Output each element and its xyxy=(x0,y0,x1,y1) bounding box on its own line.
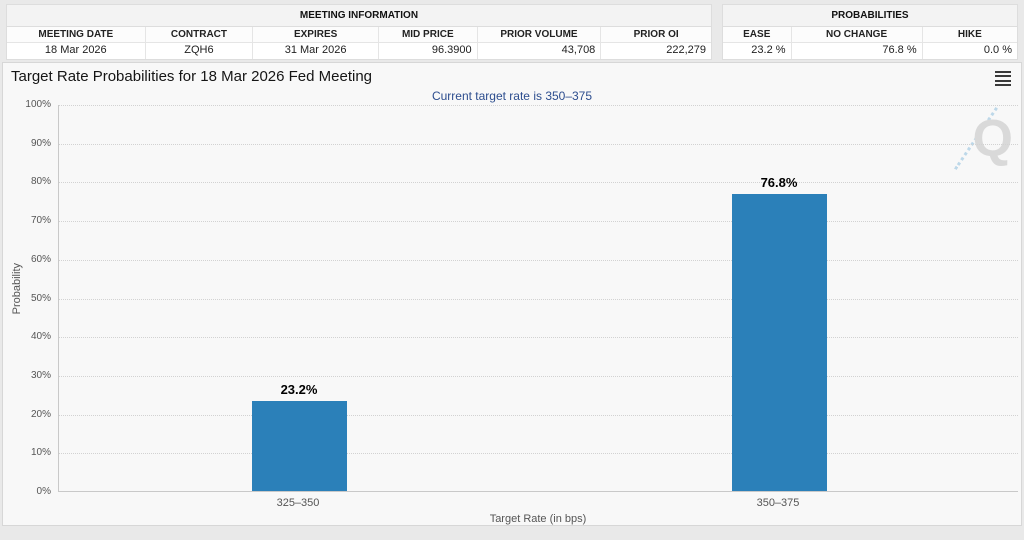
expires-value: 31 Mar 2026 xyxy=(252,43,378,59)
y-tick-label-40%: 40% xyxy=(30,331,51,343)
y-axis-title: Probability xyxy=(11,263,23,315)
col-header-prior-oi: PRIOR OI xyxy=(600,27,711,42)
meeting-info-value-row: 18 Mar 2026 ZQH6 31 Mar 2026 96.3900 43,… xyxy=(7,43,711,59)
y-tick-label-60%: 60% xyxy=(30,253,51,265)
probabilities-value-row: 23.2 % 76.8 % 0.0 % xyxy=(723,43,1017,59)
ease-value: 23.2 % xyxy=(751,44,786,56)
quikstrike-watermark: Q xyxy=(951,106,1015,171)
bar-325–350[interactable] xyxy=(251,401,347,491)
top-summary-area: MEETING INFORMATION MEETING DATE CONTRAC… xyxy=(0,0,1024,62)
bar-value-label-325–350: 23.2% xyxy=(280,382,318,398)
bar-350–375[interactable] xyxy=(731,193,827,491)
meeting-info-title: MEETING INFORMATION xyxy=(7,5,711,27)
y-tick-label-10%: 10% xyxy=(30,447,51,459)
gridline-80% xyxy=(59,182,1018,184)
meeting-info-header-row: MEETING DATE CONTRACT EXPIRES MID PRICE … xyxy=(7,27,711,43)
col-header-prior-volume: PRIOR VOLUME xyxy=(476,27,601,42)
category-label-350–375: 350–375 xyxy=(756,497,800,509)
gridline-20% xyxy=(59,414,1018,416)
col-header-hike: HIKE xyxy=(921,27,1017,42)
col-header-meeting-date: MEETING DATE xyxy=(38,29,114,40)
col-header-ease: EASE xyxy=(743,29,771,40)
gridline-100% xyxy=(59,105,1018,106)
col-header-no-change: NO CHANGE xyxy=(790,27,922,42)
no-change-value: 76.8 % xyxy=(790,43,922,59)
col-header-contract: CONTRACT xyxy=(144,27,253,42)
prior-oi-value: 222,279 xyxy=(600,43,711,59)
watermark-q-letter: Q xyxy=(972,110,1013,168)
y-tick-label-0%: 0% xyxy=(36,486,51,497)
x-axis-title: Target Rate (in bps) xyxy=(489,513,587,525)
gridline-30% xyxy=(59,375,1018,377)
meeting-info-table: MEETING INFORMATION MEETING DATE CONTRAC… xyxy=(6,4,712,60)
chart-title: Target Rate Probabilities for 18 Mar 202… xyxy=(11,68,373,85)
chart-subtitle: Current target rate is 350–375 xyxy=(431,89,593,103)
gridline-10% xyxy=(59,453,1018,455)
probabilities-title: PROBABILITIES xyxy=(723,5,1017,27)
y-tick-label-20%: 20% xyxy=(30,408,51,420)
y-tick-label-100%: 100% xyxy=(25,99,51,110)
gridline-70% xyxy=(59,221,1018,223)
hamburger-menu-icon[interactable] xyxy=(995,71,1011,86)
category-label-325–350: 325–350 xyxy=(276,497,320,509)
y-tick-label-80%: 80% xyxy=(30,176,51,188)
probabilities-header-row: EASE NO CHANGE HIKE xyxy=(723,27,1017,43)
mid-price-value: 96.3900 xyxy=(377,43,477,59)
y-tick-label-90%: 90% xyxy=(30,137,51,149)
meeting-date-value: 18 Mar 2026 xyxy=(44,44,107,56)
gridline-40% xyxy=(59,337,1018,339)
gridline-60% xyxy=(59,259,1018,261)
y-tick-label-30%: 30% xyxy=(30,369,51,381)
y-tick-label-70%: 70% xyxy=(30,215,51,227)
gridline-50% xyxy=(59,298,1018,300)
col-header-mid-price: MID PRICE xyxy=(377,27,477,42)
gridline-90% xyxy=(59,143,1018,145)
target-rate-chart-panel: Target Rate Probabilities for 18 Mar 202… xyxy=(2,62,1022,526)
col-header-expires: EXPIRES xyxy=(252,27,378,42)
bar-value-label-350–375: 76.8% xyxy=(760,174,798,190)
hike-value: 0.0 % xyxy=(921,43,1017,59)
contract-value: ZQH6 xyxy=(144,43,253,59)
prior-volume-value: 43,708 xyxy=(476,43,601,59)
plot-area: 23.2% 76.8% xyxy=(58,105,1018,492)
y-tick-label-50%: 50% xyxy=(30,292,51,304)
probabilities-table: PROBABILITIES EASE NO CHANGE HIKE 23.2 %… xyxy=(722,4,1018,60)
